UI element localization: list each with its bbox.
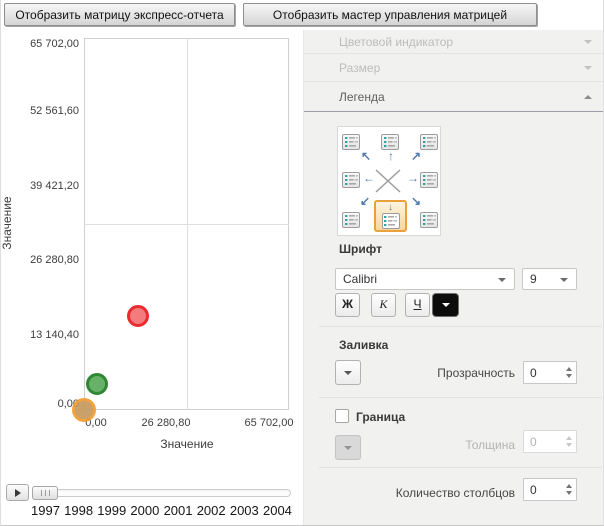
y-axis-tick-label: 52 561,60	[30, 105, 79, 118]
year-label: 2003	[229, 503, 259, 518]
settings-panel: Цветовой индикатор Размер Легенда ↖ ↑ ↗ ← → ↙…	[303, 30, 603, 525]
arrow-top-center-icon: ↑	[388, 149, 394, 163]
font-section-label: Шрифт	[339, 242, 382, 256]
x-axis-title: Значение	[160, 437, 214, 451]
divider	[319, 397, 602, 398]
legend-position-bottom-left[interactable]	[342, 212, 360, 228]
legend-position-selector: ↖ ↑ ↗ ← → ↙ ↓ ↘	[337, 126, 441, 236]
year-label: 1998	[64, 503, 94, 518]
year-label: 2000	[130, 503, 160, 518]
year-label: 1997	[31, 503, 60, 518]
thickness-value: 0	[530, 435, 537, 449]
border-section-label: Граница	[356, 410, 406, 424]
year-label: 2001	[163, 503, 193, 518]
chevron-down-icon	[560, 278, 568, 282]
fill-section-label: Заливка	[339, 338, 389, 352]
section-header-size: Размер	[304, 54, 603, 82]
italic-button[interactable]: К	[371, 293, 396, 317]
chevron-down-icon	[441, 303, 450, 307]
legend-position-middle-left[interactable]	[342, 172, 360, 188]
arrow-bottom-center-icon: ↓	[388, 202, 393, 213]
section-label: Размер	[339, 60, 381, 75]
arrow-top-right-icon: ↗	[410, 149, 422, 163]
plot-area	[84, 38, 289, 410]
y-axis-tick-label: 0,00	[57, 398, 79, 410]
legend-preview-icon	[381, 213, 400, 229]
y-axis-title: Значение	[0, 196, 14, 250]
legend-position-bottom-right[interactable]	[420, 212, 438, 228]
x-axis-tick-label: 26 280,80	[141, 417, 191, 429]
timeline-play-button[interactable]	[6, 484, 29, 501]
year-label: 2004	[262, 503, 292, 518]
chevron-down-icon	[344, 370, 352, 375]
font-family-value: Calibri	[343, 272, 378, 286]
border-checkbox[interactable]	[335, 409, 349, 423]
arrow-top-left-icon: ↖	[360, 149, 372, 163]
spinner-up-icon	[566, 436, 572, 440]
columns-count-spinner[interactable]: 0	[523, 478, 577, 501]
chevron-down-icon	[498, 278, 506, 282]
thickness-spinner: 0	[523, 430, 577, 453]
spinner-down-icon	[566, 443, 572, 447]
divider	[319, 467, 602, 468]
legend-position-none[interactable]	[375, 169, 401, 193]
divider	[319, 326, 602, 327]
legend-position-middle-right[interactable]	[420, 172, 438, 188]
spinner-down-icon[interactable]	[566, 491, 572, 495]
bold-button[interactable]: Ж	[335, 293, 360, 317]
columns-count-label: Количество столбцов	[395, 486, 515, 500]
year-label: 1999	[97, 503, 127, 518]
bubble-green[interactable]	[86, 372, 109, 395]
arrow-middle-right-icon: →	[407, 171, 419, 185]
bubble-orange[interactable]	[72, 398, 96, 422]
grip-icon	[40, 490, 50, 496]
y-axis-tick-label: 13 140,40	[30, 328, 79, 341]
legend-position-bottom-center-selected[interactable]: ↓	[374, 200, 407, 232]
section-label: Цветовой индикатор	[339, 34, 454, 49]
bubble-red[interactable]	[126, 305, 149, 327]
underline-button[interactable]: Ч	[405, 293, 430, 317]
arrow-middle-left-icon: ←	[363, 171, 375, 185]
x-axis-tick-label: 0,00	[85, 417, 107, 429]
timeline-year-labels: 1997 1998 1999 2000 2001 2002 2003 2004	[31, 503, 292, 518]
spinner-up-icon[interactable]	[566, 367, 572, 371]
font-family-select[interactable]: Calibri	[335, 268, 515, 290]
legend-position-top-center[interactable]	[381, 134, 399, 150]
transparency-spinner[interactable]: 0	[523, 361, 577, 384]
columns-count-value[interactable]: 0	[530, 483, 537, 497]
thickness-label: Толщина	[465, 438, 515, 452]
timeline-thumb[interactable]	[32, 486, 58, 500]
arrow-bottom-left-icon: ↙	[359, 194, 371, 208]
transparency-label: Прозрачность	[437, 366, 515, 380]
font-color-button[interactable]	[432, 293, 459, 317]
chevron-down-icon	[584, 39, 592, 44]
show-express-report-matrix-button[interactable]: Отобразить матрицу экспресс-отчета	[4, 3, 235, 26]
show-matrix-wizard-button[interactable]: Отобразить мастер управления матрицей	[243, 3, 537, 26]
timeline-track[interactable]	[32, 489, 291, 497]
transparency-value[interactable]: 0	[530, 366, 537, 380]
year-label: 2002	[196, 503, 226, 518]
chevron-down-icon	[584, 65, 592, 70]
section-header-color-indicator: Цветовой индикатор	[304, 30, 603, 54]
divider	[304, 111, 603, 112]
arrow-bottom-right-icon: ↘	[410, 194, 422, 208]
spinner-up-icon[interactable]	[566, 484, 572, 488]
spinner-down-icon[interactable]	[566, 374, 572, 378]
fill-color-button[interactable]	[335, 360, 361, 385]
border-color-button	[335, 435, 361, 460]
legend-position-top-left[interactable]	[342, 134, 360, 150]
chevron-down-icon	[344, 445, 352, 450]
section-header-legend[interactable]: Легенда	[304, 82, 603, 111]
font-size-value: 9	[530, 272, 537, 286]
legend-position-top-right[interactable]	[420, 134, 438, 150]
section-label: Легенда	[339, 89, 385, 104]
play-icon	[14, 488, 21, 497]
font-size-select[interactable]: 9	[522, 268, 577, 290]
y-axis-tick-label: 65 702,00	[30, 38, 79, 50]
chevron-up-icon	[584, 94, 592, 99]
